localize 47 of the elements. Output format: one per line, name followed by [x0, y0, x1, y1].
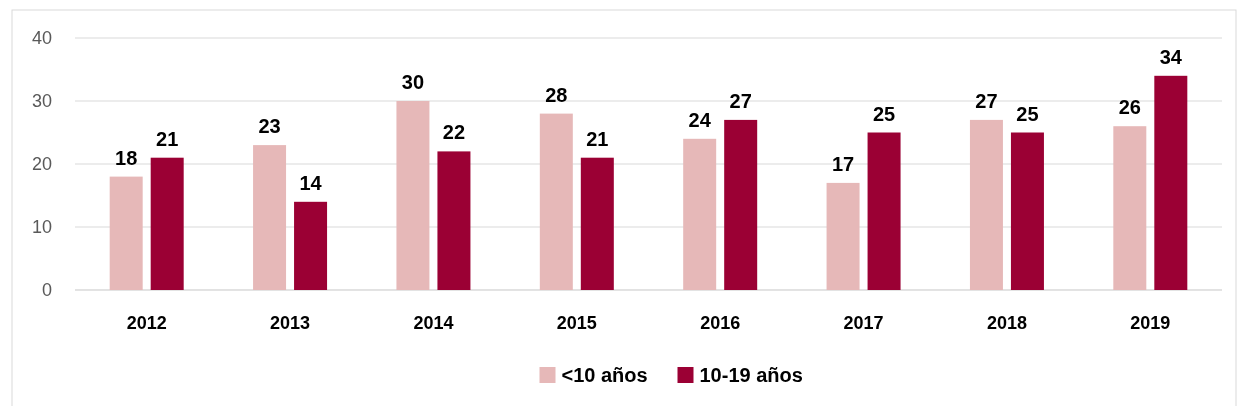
data-label: 14: [299, 171, 323, 194]
y-tick-label: 20: [31, 154, 52, 175]
x-tick-label: 2016: [700, 313, 741, 333]
bar: [539, 113, 573, 290]
data-label: 27: [975, 89, 998, 112]
x-tick-label: 2018: [986, 313, 1027, 333]
y-tick-label: 40: [31, 28, 52, 49]
y-tick-label: 10: [31, 217, 52, 238]
data-label: 24: [688, 108, 712, 131]
data-label: 18: [115, 146, 138, 169]
bar: [396, 101, 430, 290]
bar: [109, 176, 143, 290]
data-label: 21: [586, 127, 609, 150]
bar: [826, 182, 860, 290]
data-label: 22: [442, 121, 466, 144]
bar: [253, 145, 287, 290]
x-tick-label: 2014: [413, 313, 454, 333]
legend-label: 10-19 años: [699, 364, 803, 386]
bar: [580, 157, 614, 290]
bar: [867, 132, 901, 290]
x-tick-label: 2019: [1130, 313, 1171, 333]
data-label: 34: [1159, 45, 1183, 68]
data-label: 30: [401, 71, 425, 93]
x-tick-label: 2013: [270, 313, 311, 333]
bar: [1113, 126, 1147, 290]
bar: [724, 119, 758, 290]
bar: [437, 151, 471, 290]
bar: [969, 119, 1003, 290]
data-label: 25: [872, 102, 896, 125]
x-tick-label: 2017: [843, 313, 884, 333]
legend-label: <10 años: [561, 364, 648, 386]
bar: [1154, 75, 1188, 290]
y-tick-label: 30: [31, 91, 52, 112]
data-label: 23: [258, 115, 281, 138]
bar: [294, 201, 328, 290]
data-label: 28: [545, 83, 568, 106]
data-label: 21: [156, 127, 179, 150]
bar: [683, 138, 717, 290]
data-label: 25: [1016, 102, 1039, 125]
data-label: 17: [831, 152, 855, 175]
bar: [1010, 132, 1044, 290]
x-tick-label: 2015: [556, 313, 597, 333]
y-tick-label: 0: [41, 280, 52, 301]
x-tick-label: 2012: [126, 313, 167, 333]
data-label: 27: [729, 89, 752, 112]
bar: [150, 157, 184, 290]
data-label: 26: [1118, 96, 1141, 119]
